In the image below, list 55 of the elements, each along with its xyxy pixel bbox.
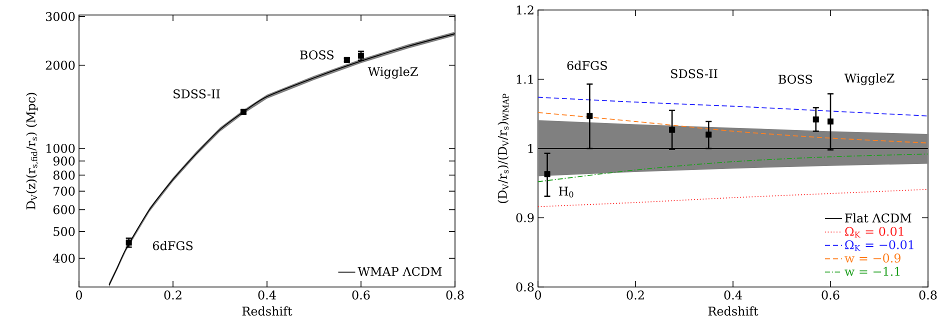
legend-label: WMAP ΛCDM xyxy=(358,266,442,276)
annotation: SDSS-II xyxy=(174,89,220,98)
legend-label: w = −1.1 xyxy=(844,266,900,276)
y-tick-label: 0.9 xyxy=(516,213,534,222)
annotation: H$_{0}$ xyxy=(558,186,574,198)
x-tick-label: 0.2 xyxy=(626,290,644,300)
y-tick-label: 1000 xyxy=(46,144,75,153)
point xyxy=(706,132,712,138)
text: (D$_{V}$/r$_{s}$)/(D$_{V}$/r$_{s}$)$_{WMAP}$ xyxy=(498,94,509,204)
annotation: SDSS-II xyxy=(671,69,718,78)
y-tick-label: 0.8 xyxy=(516,282,534,292)
x-tick-label: 0.6 xyxy=(352,290,370,300)
x-tick-label: 0.8 xyxy=(446,290,464,300)
line-series xyxy=(538,112,928,144)
y-tick-label: 500 xyxy=(54,227,75,236)
y-tick-label: 1.2 xyxy=(516,5,534,15)
point xyxy=(358,52,364,59)
x-tick-label: 0.4 xyxy=(258,290,276,300)
y-tick-label: 800 xyxy=(53,170,75,180)
x-tick-label: 0.2 xyxy=(164,290,182,300)
line-series xyxy=(538,154,928,182)
legend-label: Ω$_{K}$ = 0.01 xyxy=(845,226,904,238)
y-tick-label: 2000 xyxy=(46,60,75,70)
y-axis-title: D$_{V}$(z)(r$_{s,fid}$/r$_{s}$) (Mpc) xyxy=(26,92,38,210)
y-tick-label: 1.1 xyxy=(516,74,533,84)
line-series xyxy=(538,188,928,208)
x-tick-label: 0.4 xyxy=(724,290,742,300)
point xyxy=(812,116,819,122)
line-series xyxy=(538,96,928,116)
x-axis-title: Redshift xyxy=(708,306,758,316)
annotation: WiggleZ xyxy=(844,73,894,86)
x-axis-title: Redshift xyxy=(242,306,292,316)
legend-label: Ω$_{K}$ = −0.01 xyxy=(845,240,914,251)
legend-label: w = −0.9 xyxy=(844,254,900,263)
annotation: BOSS xyxy=(300,50,334,60)
point xyxy=(828,118,834,124)
annotation: 6dFGS xyxy=(567,60,607,70)
point xyxy=(586,112,593,119)
y-tick-label: 400 xyxy=(53,254,75,263)
y-tick-label: 700 xyxy=(54,186,75,196)
x-tick-label: 0.8 xyxy=(919,290,937,300)
annotation: 6dFGS xyxy=(152,240,193,250)
y-tick-label: 900 xyxy=(53,156,75,166)
x-tick-label: 0 xyxy=(76,290,82,300)
x-tick-label: 0.6 xyxy=(822,290,840,300)
x-tick-label: 0 xyxy=(534,290,542,300)
annotation: WiggleZ xyxy=(368,66,418,79)
y-tick-label: 600 xyxy=(53,205,75,214)
annotation: BOSS xyxy=(778,74,812,84)
point xyxy=(669,126,676,133)
point xyxy=(126,240,132,246)
y-tick-label: 1 xyxy=(528,144,533,153)
y-tick-label: 3000 xyxy=(46,12,75,22)
legend-label: Flat ΛCDM xyxy=(845,213,912,223)
point xyxy=(544,171,550,178)
